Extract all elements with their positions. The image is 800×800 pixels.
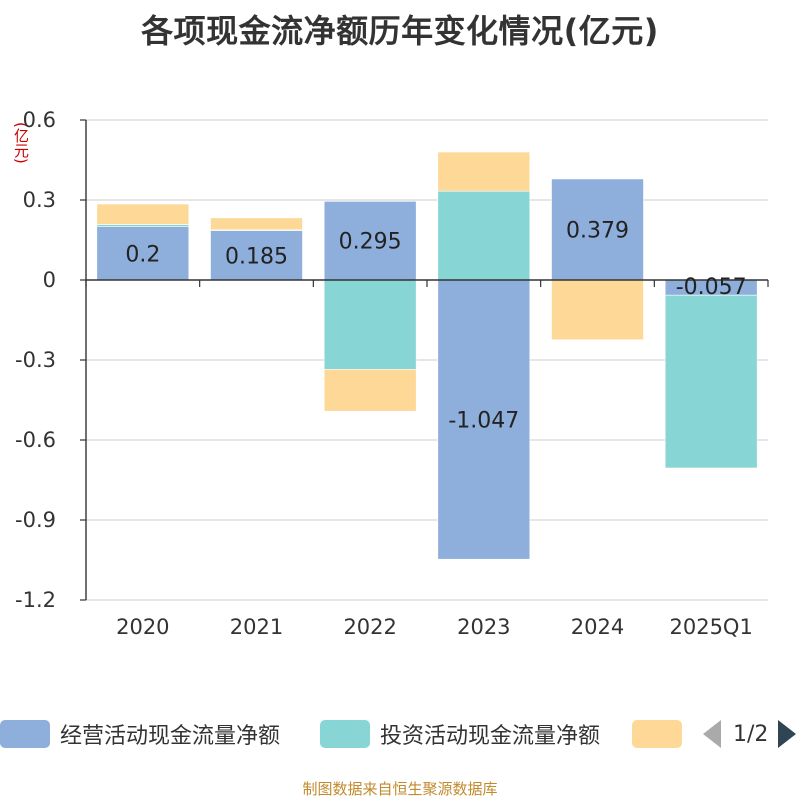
legend-swatch-operating [0,720,50,748]
source-footer: 制图数据来自恒生聚源数据库 [302,780,498,798]
legend-item-financing[interactable] [632,716,682,752]
bar-2023-series-0 [437,279,531,560]
axes [80,119,769,601]
x-tick-label-2025Q1: 2025Q1 [669,615,752,639]
y-tick-label: 0.6 [23,108,56,132]
x-tick-label-2023: 2023 [457,615,510,639]
legend-label-investing: 投资活动现金流量净额 [380,724,601,749]
data-label-2023: -1.047 [448,409,519,434]
tick-labels: 0.6 0.3 0 -0.3 -0.6 -0.9 -1.2 2020 2021 2022 2023 2… [15,108,753,639]
data-label-2024: 0.379 [566,218,629,243]
chart-plot: 0.6 0.3 0 -0.3 -0.6 -0.9 -1.2 2020 2021 2022 2023 2… [15,108,769,639]
bar-2024-series-0 [551,178,644,281]
y-tick-label: 0.3 [23,188,56,212]
data-label-2025Q1: -0.057 [676,275,747,300]
bar-2023-series-2 [437,151,531,192]
data-label-2020: 0.2 [125,242,160,267]
bar-2021-series-0 [210,230,303,281]
legend-prev-page-icon[interactable] [703,720,721,748]
y-tick-label: -0.3 [15,348,56,372]
x-tick-label-2022: 2022 [343,615,396,639]
x-tick-label-2021: 2021 [230,615,283,639]
legend-next-page-icon[interactable] [778,720,797,748]
chart-title: 各项现金流净额历年变化情况(亿元) [141,12,659,50]
bar-2022-series-0 [323,201,417,281]
grid-lines [86,119,768,601]
data-label-2021: 0.185 [225,244,288,269]
bar-2020-series-0 [96,226,190,281]
legend-swatch-financing [632,720,682,748]
bar-2022-series-2 [323,369,417,412]
legend: 经营活动现金流量净额 投资活动现金流量净额 [0,716,800,756]
legend-pager: 1/2 [700,716,800,752]
y-tick-label: 0 [43,268,56,292]
bar-2021-series-2 [210,217,303,231]
x-tick-label-2024: 2024 [571,615,624,639]
y-axis-unit-label: (亿元) [12,122,30,164]
bar-marks [96,151,758,560]
legend-label-operating: 经营活动现金流量净额 [60,724,281,749]
data-label-2022: 0.295 [339,230,402,255]
bar-2025Q1-series-1 [664,294,758,469]
x-tick-label-2020: 2020 [116,615,169,639]
bar-2024-series-2 [551,279,644,341]
legend-page-indicator: 1/2 [733,721,769,747]
bar-2020-series-1 [96,224,190,227]
bar-2023-series-1 [437,190,531,281]
bar-2022-series-1 [323,279,417,370]
y-tick-label: -0.9 [15,508,56,532]
legend-item-investing[interactable]: 投资活动现金流量净额 [320,716,600,752]
y-tick-label: -1.2 [15,588,56,612]
legend-swatch-investing [320,720,370,748]
bar-2020-series-2 [96,203,190,225]
legend-item-operating[interactable]: 经营活动现金流量净额 [0,716,280,752]
data-labels: 0.2 0.185 0.295 -1.047 0.379 -0.057 [125,218,746,433]
y-tick-label: -0.6 [15,428,56,452]
